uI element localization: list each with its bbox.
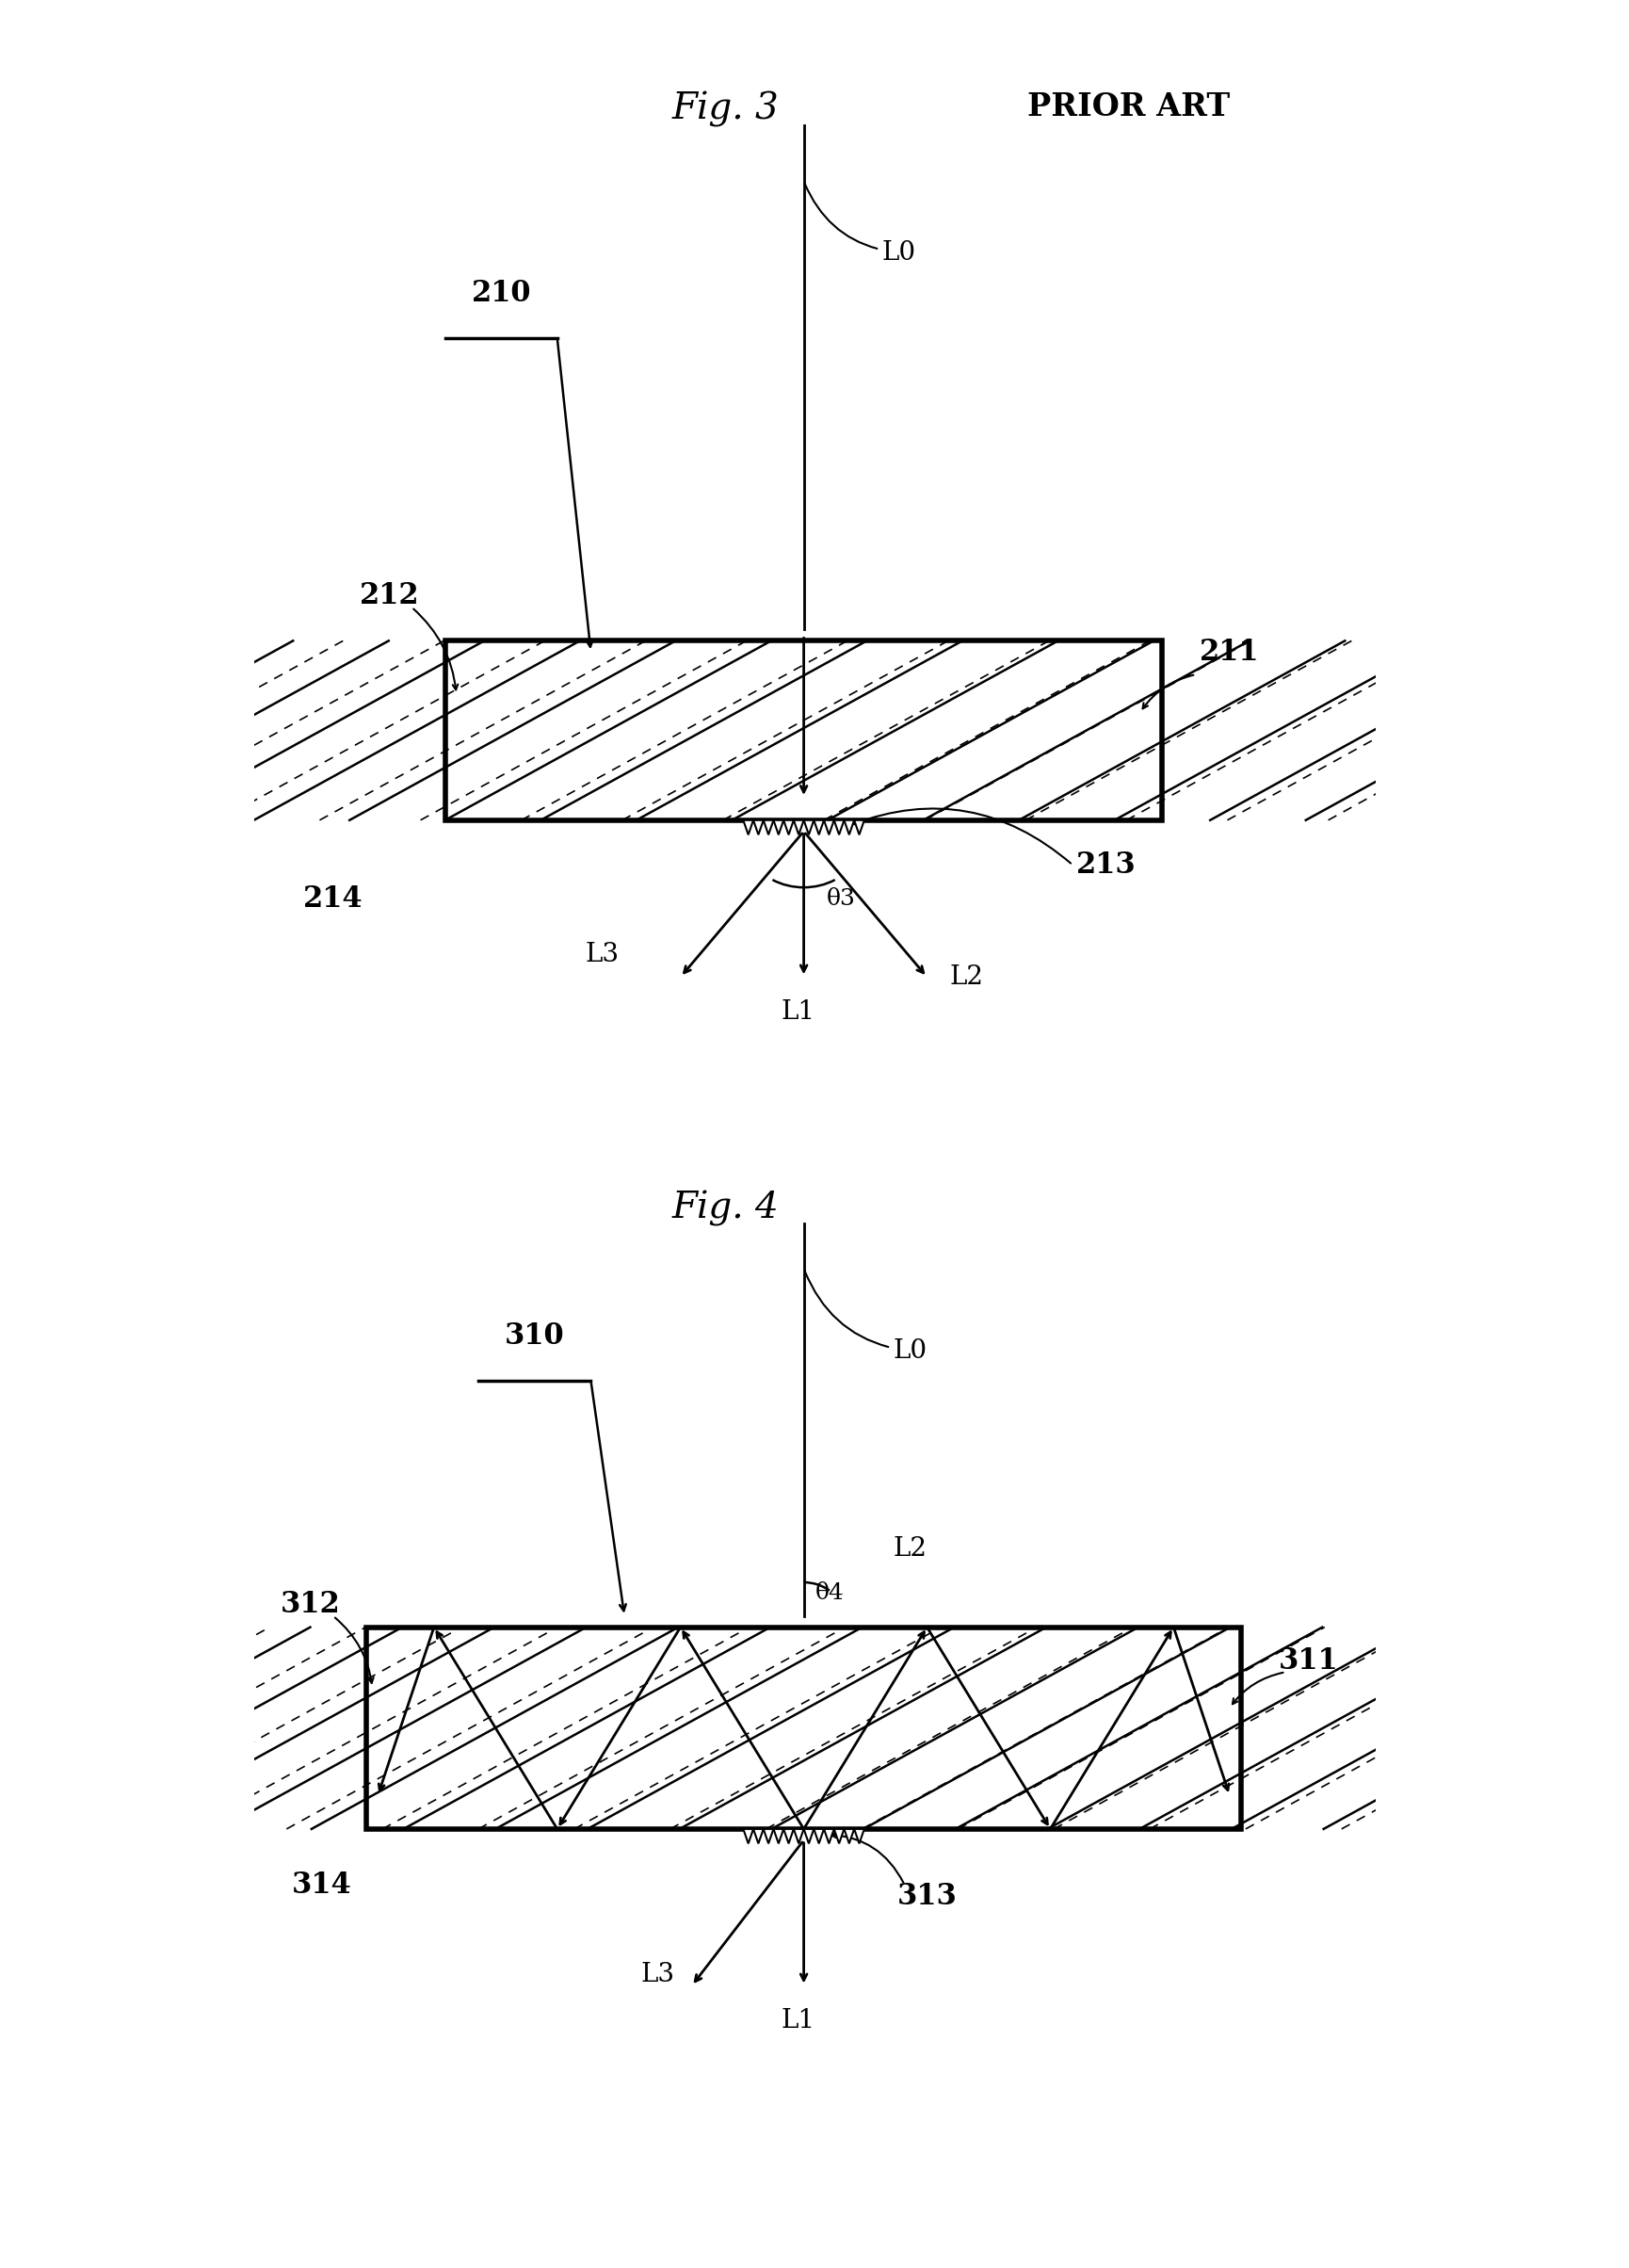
Text: θ3: θ3 — [826, 887, 855, 909]
Text: 214: 214 — [303, 885, 363, 914]
Polygon shape — [774, 821, 784, 835]
Polygon shape — [824, 821, 834, 835]
Polygon shape — [824, 1828, 834, 1844]
Polygon shape — [753, 1828, 762, 1844]
Polygon shape — [743, 1828, 753, 1844]
Polygon shape — [844, 1828, 854, 1844]
Polygon shape — [813, 821, 824, 835]
Polygon shape — [793, 821, 803, 835]
Bar — [445, 642, 1161, 821]
Polygon shape — [834, 821, 844, 835]
Text: L3: L3 — [585, 941, 619, 968]
Bar — [367, 1626, 1240, 1828]
Polygon shape — [803, 821, 813, 835]
Text: L1: L1 — [780, 1000, 814, 1025]
Bar — [445, 642, 1161, 821]
Polygon shape — [753, 821, 762, 835]
Polygon shape — [854, 1828, 863, 1844]
Text: 213: 213 — [1075, 850, 1135, 880]
Text: L2: L2 — [950, 964, 982, 989]
Bar — [445, 642, 1161, 821]
Text: θ4: θ4 — [814, 1583, 844, 1603]
Polygon shape — [743, 821, 753, 835]
Text: PRIOR ART: PRIOR ART — [1026, 91, 1230, 122]
Text: 310: 310 — [505, 1322, 564, 1349]
Text: 313: 313 — [896, 1882, 956, 1912]
Polygon shape — [834, 1828, 844, 1844]
Text: 210: 210 — [471, 279, 531, 308]
Text: 211: 211 — [1199, 637, 1259, 667]
Text: L0: L0 — [805, 184, 915, 265]
Text: Fig. 3: Fig. 3 — [671, 91, 779, 127]
Polygon shape — [762, 1828, 774, 1844]
Polygon shape — [813, 1828, 824, 1844]
Polygon shape — [784, 821, 793, 835]
Text: 314: 314 — [292, 1871, 352, 1901]
Polygon shape — [854, 821, 863, 835]
Bar — [367, 1626, 1240, 1828]
Text: L3: L3 — [640, 1962, 674, 1987]
Polygon shape — [774, 1828, 784, 1844]
Text: L0: L0 — [805, 1270, 927, 1363]
Polygon shape — [844, 821, 854, 835]
Polygon shape — [784, 1828, 793, 1844]
Polygon shape — [762, 821, 774, 835]
Polygon shape — [803, 1828, 813, 1844]
Text: Fig. 4: Fig. 4 — [671, 1191, 779, 1225]
Text: 311: 311 — [1277, 1647, 1337, 1676]
Text: 312: 312 — [280, 1590, 340, 1619]
Text: L1: L1 — [780, 2009, 814, 2034]
Text: L2: L2 — [893, 1535, 927, 1560]
Bar — [367, 1626, 1240, 1828]
Polygon shape — [793, 1828, 803, 1844]
Text: 212: 212 — [358, 581, 419, 610]
